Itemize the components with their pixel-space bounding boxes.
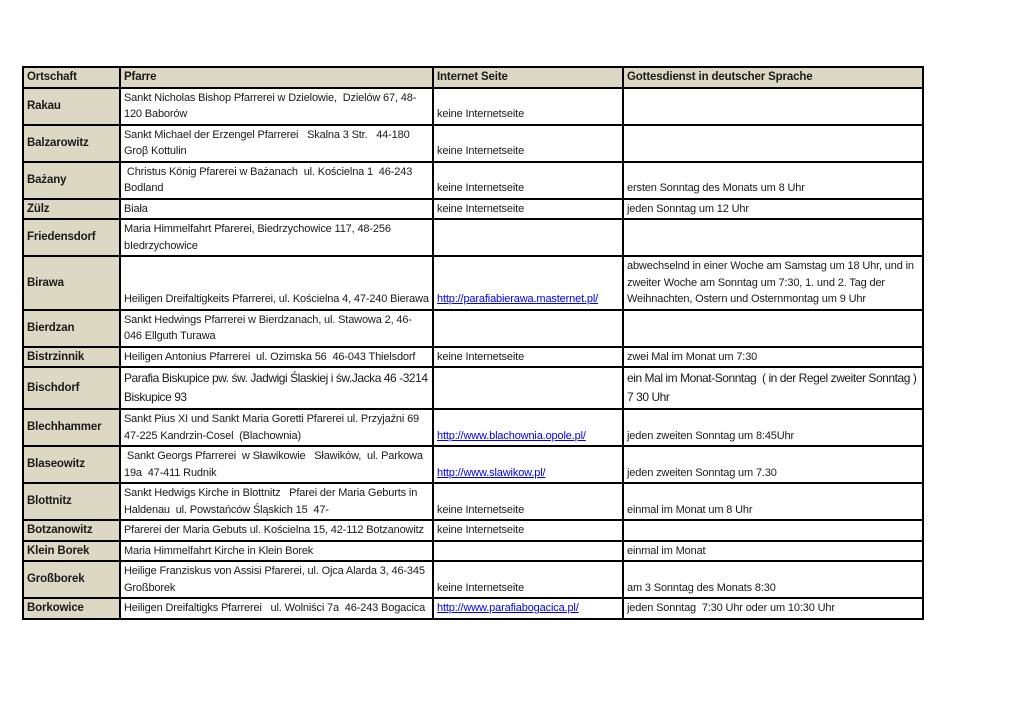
cell-internet-seite: keine Internetseite	[432, 160, 624, 200]
cell-gottesdienst	[622, 218, 924, 257]
table-row: Bażany Christus König Pfarerei w Bażanac…	[22, 160, 924, 200]
header-internet-seite: Internet Seite	[432, 66, 624, 89]
cell-ortschaft: Botzanowitz	[22, 519, 121, 542]
cell-pfarre: Biała	[119, 197, 434, 220]
cell-pfarre: Christus König Pfarerei w Bażanach ul. K…	[119, 160, 434, 200]
cell-internet-seite	[432, 218, 624, 257]
cell-internet-seite: keine Internetseite	[432, 345, 624, 368]
header-ortschaft: Ortschaft	[22, 66, 121, 89]
cell-ortschaft: Bierdzan	[22, 308, 121, 348]
table-row: Blaseowitz Sankt Georgs Pfarrerei w Sław…	[22, 445, 924, 484]
table-row: Blottnitz Sankt Hedwigs Kirche in Blottni…	[22, 482, 924, 521]
cell-internet-seite: http://parafiabierawa.masternet.pl/	[432, 255, 624, 311]
cell-internet-seite: keine Internetseite	[432, 519, 624, 542]
website-link[interactable]: http://www.slawikow.pl/	[437, 466, 546, 479]
cell-gottesdienst: jeden zweiten Sonntag um 7.30	[622, 445, 924, 484]
website-link[interactable]: http://www.blachownia.opole.pl/	[437, 429, 586, 442]
cell-pfarre: Sankt Hedwings Pfarrerei w Bierdzanach, …	[119, 308, 434, 348]
cell-ortschaft: Birawa	[22, 255, 121, 311]
table-row: Friedensdorf Maria Himmelfahrt Pfarerei, …	[22, 218, 924, 257]
cell-gottesdienst	[622, 308, 924, 348]
table-row: Borkowice Heiligen Dreifaltigks Pfarrerei…	[22, 597, 924, 620]
table-row: Bistrzinnik Heiligen Antonius Pfarrerei u…	[22, 345, 924, 368]
cell-ortschaft: Zülz	[22, 197, 121, 220]
cell-pfarre: Maria Himmelfahrt Kirche in Klein Borek	[119, 539, 434, 562]
cell-pfarre: Heiligen Dreifaltigks Pfarrerei ul. Woln…	[119, 597, 434, 620]
table-row: Botzanowitz Pfarerei der Maria Gebuts ul.…	[22, 519, 924, 542]
cell-pfarre: Heilige Franziskus von Assisi Pfarerei, …	[119, 560, 434, 599]
cell-pfarre: Sankt Michael der Erzengel Pfarrerei Ska…	[119, 123, 434, 163]
cell-pfarre: Maria Himmelfahrt Pfarerei, Biedrzychowi…	[119, 218, 434, 257]
cell-gottesdienst: jeden zweiten Sonntag um 8:45Uhr	[622, 408, 924, 447]
website-link[interactable]: http://parafiabierawa.masternet.pl/	[437, 293, 599, 305]
cell-pfarre: Sankt Hedwigs Kirche in Blottnitz Pfarei…	[119, 482, 434, 521]
table-row: Balzarowitz Sankt Michael der Erzengel Pf…	[22, 123, 924, 163]
cell-ortschaft: Blottnitz	[22, 482, 121, 521]
table-header: Ortschaft Pfarre Internet Seite Gottesdi…	[22, 66, 924, 89]
cell-pfarre: Heiligen Dreifaltigkeits Pfarrerei, ul. …	[119, 255, 434, 311]
header-row: Ortschaft Pfarre Internet Seite Gottesdi…	[22, 66, 924, 89]
table-row: Birawa Heiligen Dreifaltigkeits Pfarrerei…	[22, 255, 924, 311]
cell-gottesdienst	[622, 86, 924, 126]
cell-ortschaft: Blechhammer	[22, 408, 121, 447]
table-row: Bischdorf Parafia Biskupice pw. św. Jadwi…	[22, 366, 924, 410]
cell-gottesdienst: abwechselnd in einer Woche am Samstag um…	[622, 255, 924, 311]
cell-ortschaft: Bischdorf	[22, 366, 121, 410]
cell-pfarre: Heiligen Antonius Pfarrerei ul. Ozimska …	[119, 345, 434, 368]
header-gottesdienst: Gottesdienst in deutscher Sprache	[622, 66, 924, 89]
table-row: Bierdzan Sankt Hedwings Pfarrerei w Bierd…	[22, 308, 924, 348]
cell-ortschaft: Großborek	[22, 560, 121, 599]
table-row: Blechhammer Sankt Pius XI und Sankt Maria…	[22, 408, 924, 447]
table-body: Rakau Sankt Nicholas Bishop Pfarrerei w D…	[22, 86, 924, 620]
cell-internet-seite	[432, 539, 624, 562]
cell-gottesdienst: ersten Sonntag des Monats um 8 Uhr	[622, 160, 924, 200]
parish-table: Ortschaft Pfarre Internet Seite Gottesdi…	[22, 66, 924, 620]
cell-gottesdienst: zwei Mal im Monat um 7:30	[622, 345, 924, 368]
cell-ortschaft: Klein Borek	[22, 539, 121, 562]
cell-internet-seite: keine Internetseite	[432, 482, 624, 521]
cell-ortschaft: Blaseowitz	[22, 445, 121, 484]
cell-gottesdienst	[622, 519, 924, 542]
cell-gottesdienst	[622, 123, 924, 163]
cell-pfarre: Sankt Pius XI und Sankt Maria Goretti Pf…	[119, 408, 434, 447]
cell-internet-seite: http://www.parafiabogacica.pl/	[432, 597, 624, 620]
cell-internet-seite: keine Internetseite	[432, 197, 624, 220]
cell-gottesdienst: jeden Sonntag um 12 Uhr	[622, 197, 924, 220]
cell-pfarre: Sankt Nicholas Bishop Pfarrerei w Dzielo…	[119, 86, 434, 126]
website-link[interactable]: http://www.parafiabogacica.pl/	[437, 602, 579, 614]
cell-pfarre: Pfarerei der Maria Gebuts ul. Kościelna …	[119, 519, 434, 542]
table-row: Zülz Biała keine Internetseite jeden Sonnta…	[22, 197, 924, 220]
cell-pfarre: Sankt Georgs Pfarrerei w Sławikowie Sław…	[119, 445, 434, 484]
cell-gottesdienst: einmal im Monat	[622, 539, 924, 562]
cell-internet-seite: keine Internetseite	[432, 123, 624, 163]
cell-internet-seite: keine Internetseite	[432, 560, 624, 599]
cell-gottesdienst: ein Mal im Monat-Sonntag ( in der Regel …	[622, 366, 924, 410]
cell-internet-seite: http://www.blachownia.opole.pl/	[432, 408, 624, 447]
table-row: Rakau Sankt Nicholas Bishop Pfarrerei w D…	[22, 86, 924, 126]
cell-ortschaft: Rakau	[22, 86, 121, 126]
cell-gottesdienst: jeden Sonntag 7:30 Uhr oder um 10:30 Uhr	[622, 597, 924, 620]
cell-internet-seite: http://www.slawikow.pl/	[432, 445, 624, 484]
cell-ortschaft: Borkowice	[22, 597, 121, 620]
cell-ortschaft: Friedensdorf	[22, 218, 121, 257]
table-row: Klein Borek Maria Himmelfahrt Kirche in K…	[22, 539, 924, 562]
cell-ortschaft: Bistrzinnik	[22, 345, 121, 368]
cell-gottesdienst: am 3 Sonntag des Monats 8:30	[622, 560, 924, 599]
cell-internet-seite	[432, 366, 624, 410]
cell-internet-seite: keine Internetseite	[432, 86, 624, 126]
header-pfarre: Pfarre	[119, 66, 434, 89]
cell-internet-seite	[432, 308, 624, 348]
table-row: Großborek Heilige Franziskus von Assisi P…	[22, 560, 924, 599]
cell-gottesdienst: einmal im Monat um 8 Uhr	[622, 482, 924, 521]
cell-pfarre: Parafia Biskupice pw. św. Jadwigi Ślaski…	[119, 366, 434, 410]
cell-ortschaft: Bażany	[22, 160, 121, 200]
cell-ortschaft: Balzarowitz	[22, 123, 121, 163]
